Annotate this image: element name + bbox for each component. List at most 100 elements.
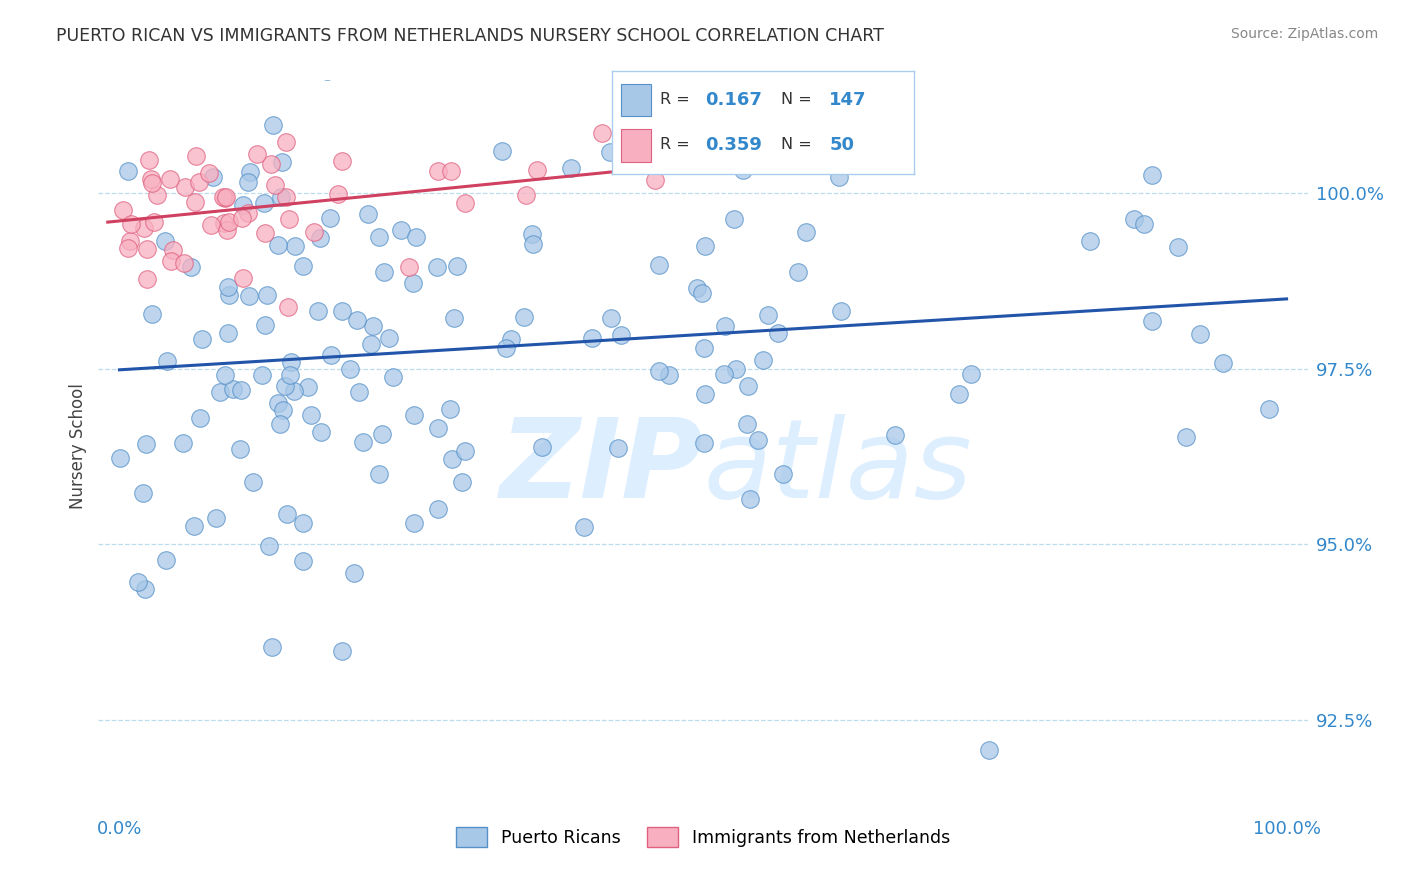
Point: [155, 234, 177, 248]
Point: [112, 203, 135, 218]
Point: [141, 172, 163, 186]
Point: [183, 518, 205, 533]
Point: [252, 368, 274, 382]
Point: [361, 319, 384, 334]
Point: [402, 277, 425, 291]
Point: [214, 368, 236, 383]
Point: [291, 516, 314, 530]
Point: [215, 190, 238, 204]
Point: [402, 516, 425, 530]
Point: [131, 486, 153, 500]
Point: [1140, 169, 1163, 183]
Point: [360, 336, 382, 351]
Point: [236, 206, 259, 220]
Text: R =: R =: [659, 92, 695, 107]
Point: [692, 436, 714, 450]
Point: [368, 467, 391, 481]
Point: [297, 380, 319, 394]
Point: [253, 318, 276, 332]
Point: [884, 427, 907, 442]
Point: [572, 520, 595, 534]
Point: [581, 331, 603, 345]
Point: [143, 215, 166, 229]
Point: [454, 444, 477, 458]
Point: [117, 164, 139, 178]
Point: [205, 511, 228, 525]
Point: [737, 417, 759, 432]
Point: [610, 328, 633, 343]
Point: [434, 4, 457, 19]
Point: [118, 234, 141, 248]
Point: [188, 175, 211, 189]
Point: [828, 169, 851, 184]
Point: [238, 288, 260, 302]
Point: [513, 310, 536, 325]
Point: [599, 145, 621, 160]
Point: [217, 326, 239, 341]
Point: [685, 280, 707, 294]
Point: [274, 190, 297, 204]
Point: [264, 178, 287, 192]
Point: [346, 313, 368, 327]
Point: [267, 237, 290, 252]
Point: [693, 341, 716, 355]
Point: [307, 304, 329, 318]
Point: [145, 188, 167, 202]
Point: [269, 417, 291, 431]
Point: [522, 236, 544, 251]
Point: [242, 475, 264, 489]
Point: [794, 225, 817, 239]
Point: [217, 280, 239, 294]
Point: [278, 368, 301, 382]
Point: [212, 190, 235, 204]
Point: [330, 154, 353, 169]
Point: [209, 385, 232, 400]
Point: [658, 368, 681, 382]
Point: [747, 433, 769, 447]
Legend: Puerto Ricans, Immigrants from Netherlands: Puerto Ricans, Immigrants from Netherlan…: [449, 821, 957, 855]
Point: [332, 303, 354, 318]
Point: [260, 640, 283, 654]
Point: [614, 128, 637, 143]
Point: [260, 157, 283, 171]
Point: [491, 144, 513, 158]
Point: [274, 135, 297, 149]
Point: [212, 216, 235, 230]
Point: [135, 436, 157, 450]
Point: [200, 218, 222, 232]
Point: [222, 382, 245, 396]
Point: [339, 362, 361, 376]
Point: [257, 540, 280, 554]
Point: [439, 401, 461, 416]
Point: [787, 265, 810, 279]
Point: [117, 241, 139, 255]
Point: [267, 396, 290, 410]
Point: [426, 501, 449, 516]
Point: [768, 326, 790, 340]
Text: Source: ZipAtlas.com: Source: ZipAtlas.com: [1230, 27, 1378, 41]
Point: [426, 164, 449, 178]
Point: [1258, 401, 1281, 416]
Point: [440, 164, 463, 178]
Point: [302, 225, 325, 239]
Point: [262, 118, 284, 132]
Point: [724, 362, 747, 376]
Point: [141, 176, 163, 190]
Point: [426, 260, 449, 274]
Point: [231, 211, 253, 225]
Point: [138, 153, 160, 167]
Point: [215, 223, 238, 237]
Point: [357, 207, 380, 221]
Point: [155, 553, 177, 567]
Point: [309, 231, 332, 245]
Point: [232, 271, 254, 285]
Point: [174, 179, 197, 194]
Point: [1212, 356, 1234, 370]
Point: [271, 402, 294, 417]
Point: [530, 441, 553, 455]
Point: [1040, 31, 1063, 45]
Point: [326, 187, 349, 202]
Point: [600, 311, 623, 326]
Point: [520, 227, 543, 242]
Point: [319, 348, 342, 362]
